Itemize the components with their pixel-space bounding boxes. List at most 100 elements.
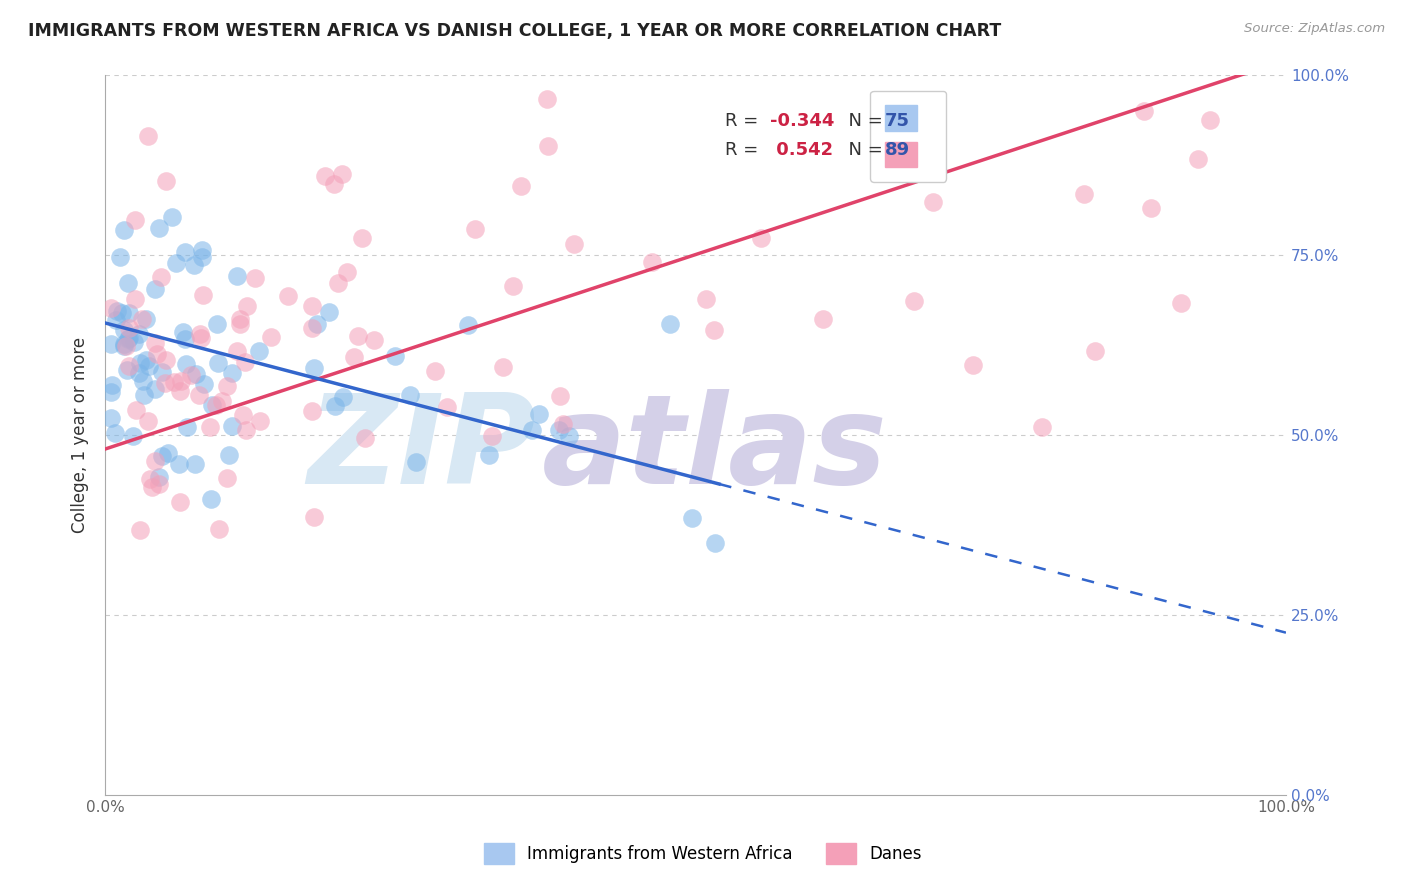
Point — [170, 374, 193, 388]
Point — [537, 139, 560, 153]
Point — [703, 323, 725, 337]
Point — [117, 363, 139, 377]
Point — [122, 429, 145, 443]
Point — [215, 471, 238, 485]
Point — [173, 245, 195, 260]
Point — [128, 366, 150, 380]
Point — [260, 330, 283, 344]
Point — [405, 455, 427, 469]
Point — [157, 446, 180, 460]
Text: Source: ZipAtlas.com: Source: ZipAtlas.com — [1244, 22, 1385, 36]
Point — [188, 327, 211, 342]
Text: ZIP: ZIP — [308, 389, 536, 509]
Point — [277, 288, 299, 302]
Point — [128, 326, 150, 341]
Point — [314, 169, 336, 183]
Point — [174, 357, 197, 371]
Point — [641, 255, 664, 269]
Point — [328, 276, 350, 290]
Point — [169, 458, 191, 472]
Point — [148, 477, 170, 491]
Point — [247, 344, 270, 359]
Point — [110, 250, 132, 264]
Point — [520, 423, 543, 437]
Point — [104, 426, 127, 441]
Point — [330, 167, 353, 181]
Point — [510, 179, 533, 194]
Point — [136, 129, 159, 144]
Point — [166, 256, 188, 270]
Point — [423, 364, 446, 378]
Point — [749, 231, 772, 245]
Point — [145, 282, 167, 296]
Point — [112, 339, 135, 353]
Point — [1139, 201, 1161, 215]
Point — [399, 388, 422, 402]
Point — [135, 353, 157, 368]
Point — [1084, 343, 1107, 358]
Point — [681, 511, 703, 525]
Point — [1031, 419, 1053, 434]
Point — [478, 448, 501, 462]
Point — [180, 368, 202, 383]
Point — [148, 470, 170, 484]
Point — [184, 368, 207, 382]
Point — [211, 393, 233, 408]
Point — [962, 358, 984, 372]
Point — [304, 509, 326, 524]
Point — [562, 237, 585, 252]
Point — [553, 417, 575, 431]
Text: N =: N = — [838, 141, 889, 159]
Point — [1073, 186, 1095, 201]
Point — [346, 328, 368, 343]
Point — [135, 311, 157, 326]
Point — [200, 420, 222, 434]
Point — [363, 333, 385, 347]
Point — [118, 359, 141, 373]
Point — [132, 374, 155, 388]
Point — [132, 388, 155, 402]
Point — [558, 429, 581, 443]
Point — [1187, 153, 1209, 167]
Point — [191, 244, 214, 258]
Point — [305, 317, 328, 331]
Point — [112, 323, 135, 337]
Point — [1170, 295, 1192, 310]
Point — [191, 288, 214, 302]
Point — [529, 407, 551, 421]
Point — [1199, 113, 1222, 128]
Point — [136, 414, 159, 428]
Point — [323, 178, 346, 192]
Point — [200, 398, 222, 412]
Point — [117, 332, 139, 346]
Point — [143, 382, 166, 396]
Point — [172, 325, 194, 339]
Point — [122, 334, 145, 349]
Point — [323, 399, 346, 413]
Point — [101, 377, 124, 392]
Point — [112, 337, 135, 351]
Point — [141, 480, 163, 494]
Point — [124, 292, 146, 306]
Point — [352, 231, 374, 245]
Text: 0.542: 0.542 — [770, 141, 834, 159]
Point — [304, 361, 326, 376]
Point — [160, 210, 183, 224]
Point — [235, 299, 257, 313]
Y-axis label: College, 1 year or more: College, 1 year or more — [72, 336, 89, 533]
Legend: Immigrants from Western Africa, Danes: Immigrants from Western Africa, Danes — [477, 837, 929, 871]
Point — [903, 294, 925, 309]
Point — [464, 221, 486, 235]
Point — [117, 276, 139, 290]
Point — [114, 339, 136, 353]
Point — [155, 174, 177, 188]
Point — [205, 398, 228, 412]
Point — [659, 318, 682, 332]
Point — [118, 306, 141, 320]
Point — [124, 213, 146, 227]
Point — [249, 414, 271, 428]
Point — [173, 332, 195, 346]
Point — [143, 454, 166, 468]
Point — [111, 306, 134, 320]
Text: IMMIGRANTS FROM WESTERN AFRICA VS DANISH COLLEGE, 1 YEAR OR MORE CORRELATION CHA: IMMIGRANTS FROM WESTERN AFRICA VS DANISH… — [28, 22, 1001, 40]
